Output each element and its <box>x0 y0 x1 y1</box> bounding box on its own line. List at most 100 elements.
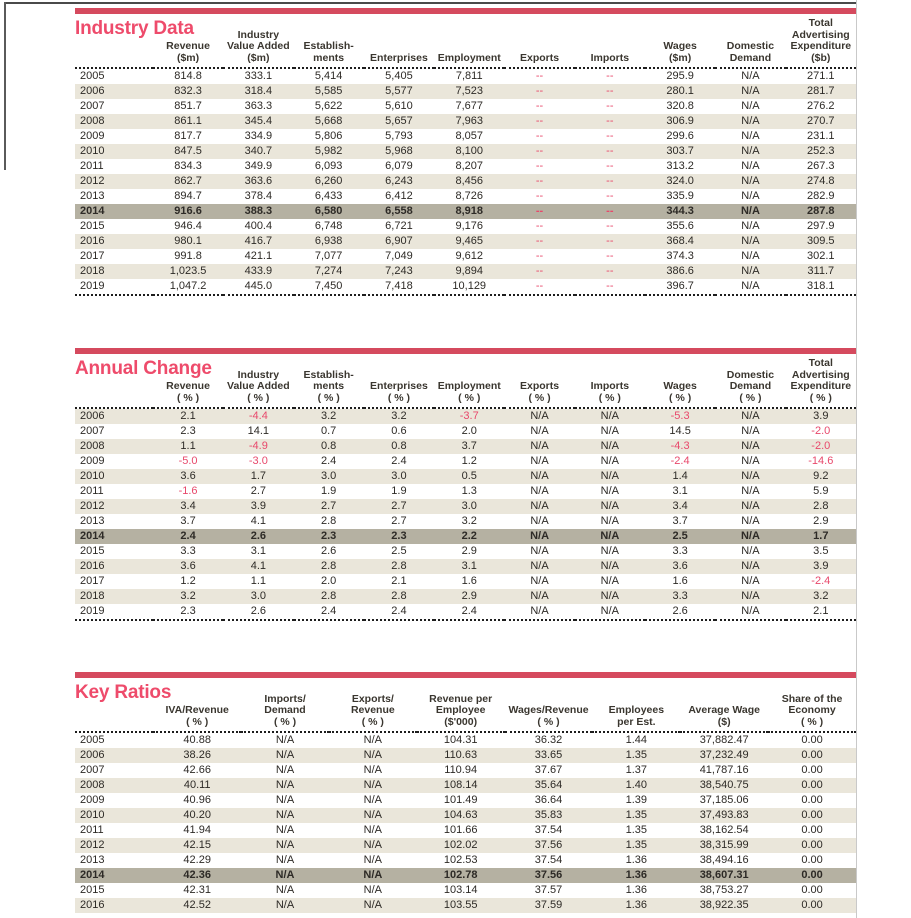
table-row: 2010 3.6 1.7 3.0 3.0 0.5 N/A N/A 1.4 N/A 9.2 <box>75 469 856 484</box>
data-cell: 1,023.5 <box>152 264 224 279</box>
data-cell: -5.3 <box>644 408 716 424</box>
data-cell: 38,494.16 <box>699 854 749 866</box>
year-cell: 2006 <box>75 408 153 424</box>
table-row: 2017 991.8 421.1 7,077 7,049 9,612 -- -- 374.3 N/… <box>75 249 856 264</box>
column-label: Average Wage <box>688 704 760 716</box>
data-cell: 1.9 <box>391 485 407 497</box>
data-cell: N/A <box>241 868 329 883</box>
data-cell: -- <box>606 280 614 292</box>
data-cell: 340.7 <box>223 144 294 159</box>
data-cell: 1.37 <box>625 764 648 776</box>
column-label: Wages <box>663 40 697 52</box>
data-cell: 274.8 <box>785 174 856 189</box>
table-row: 2007 2.3 14.1 0.7 0.6 2.0 N/A N/A 14.5 N/A -2.0 <box>75 424 856 439</box>
data-cell: N/A <box>715 264 786 279</box>
year-cell: 2017 <box>80 575 105 587</box>
data-cell: 851.7 <box>174 100 202 112</box>
year-cell: 2011 <box>80 824 104 836</box>
data-cell: 2.8 <box>293 589 364 604</box>
data-cell: 1.36 <box>625 854 648 866</box>
data-cell: 355.6 <box>666 220 694 232</box>
data-cell: 2.4 <box>391 455 407 467</box>
data-cell: 309.5 <box>785 234 856 249</box>
year-cell: 2016 <box>75 898 154 913</box>
column-label: Employment <box>437 380 501 392</box>
column-unit: ( % ) <box>247 391 270 404</box>
data-cell: 103.14 <box>443 884 478 896</box>
data-cell: -- <box>606 100 614 112</box>
data-cell: 0.00 <box>801 734 823 746</box>
data-cell: N/A <box>715 204 786 219</box>
data-cell: -- <box>504 234 575 249</box>
column-label: Imports/ Demand <box>264 692 306 716</box>
data-cell: N/A <box>741 70 760 82</box>
table-row: 2010 847.5 340.7 5,982 5,968 8,100 -- -- 303.7 N/… <box>75 144 856 159</box>
data-cell: -- <box>535 70 544 82</box>
data-cell: 1.3 <box>461 485 477 497</box>
data-cell: N/A <box>741 545 760 557</box>
data-cell: 1.7 <box>785 529 856 544</box>
data-cell: 2.1 <box>152 408 224 424</box>
data-cell: 281.7 <box>785 84 856 99</box>
data-cell: N/A <box>715 499 786 514</box>
data-cell: 5,622 <box>314 100 343 112</box>
column-header-employment: Employment <box>434 14 505 69</box>
data-cell: 38,922.35 <box>680 898 769 913</box>
data-cell: 1.36 <box>625 884 648 896</box>
column-label: Imports <box>590 380 630 392</box>
data-cell: 861.1 <box>152 114 224 129</box>
column-label: Revenue per Employee <box>429 692 493 716</box>
data-cell: 0.00 <box>768 778 856 793</box>
data-cell: 280.1 <box>644 84 716 99</box>
data-cell: 3.1 <box>672 485 688 497</box>
data-cell: 7,418 <box>385 280 413 292</box>
data-cell: 2.9 <box>461 545 477 557</box>
data-cell: 3.1 <box>434 559 505 574</box>
data-cell: 1.35 <box>592 838 681 853</box>
section-accent-bar <box>75 672 856 678</box>
data-cell: 302.1 <box>807 250 835 262</box>
data-cell: 946.4 <box>174 220 202 232</box>
column-label: Establish- ments <box>303 40 354 64</box>
data-cell: 2.4 <box>391 605 407 617</box>
data-cell: 324.0 <box>644 174 716 189</box>
column-header-total-advertising-expenditure: Total Advertising Expenditure( % ) <box>785 354 856 409</box>
table-row: 2006 38.26 N/A N/A 110.63 33.65 1.35 37,232.49 0… <box>75 748 856 763</box>
data-cell: N/A <box>363 764 383 776</box>
data-cell: 1.44 <box>625 734 648 746</box>
table-row: 2012 3.4 3.9 2.7 2.7 3.0 N/A N/A 3.4 N/A 2.8 <box>75 499 856 514</box>
data-cell: -14.6 <box>808 455 834 467</box>
data-cell: -- <box>504 144 575 159</box>
data-cell: 421.1 <box>244 250 273 262</box>
data-cell: -- <box>606 130 614 142</box>
data-cell: 862.7 <box>152 174 224 189</box>
data-cell: N/A <box>241 898 329 913</box>
data-cell: N/A <box>715 439 786 454</box>
data-cell: N/A <box>715 174 786 189</box>
data-cell: N/A <box>574 589 645 604</box>
year-cell: 2017 <box>80 250 105 262</box>
column-unit: ( % ) <box>809 391 832 404</box>
data-cell: N/A <box>504 499 575 514</box>
data-cell: N/A <box>741 280 760 292</box>
column-label: Exports <box>519 380 560 392</box>
column-label: Industry Value Added <box>227 28 290 52</box>
year-cell: 2015 <box>80 545 105 557</box>
data-cell: N/A <box>741 605 760 617</box>
year-cell: 2018 <box>75 589 153 604</box>
table-row: 2005 814.8 333.1 5,414 5,405 7,811 -- -- 295.9 N/… <box>75 68 856 84</box>
data-cell: 3.3 <box>644 589 716 604</box>
table-header: Revenue ($m) Industry Value Added ($m) Estab… <box>75 14 856 69</box>
data-cell: 0.00 <box>768 838 856 853</box>
data-cell: 37.54 <box>534 824 563 836</box>
data-cell: 2.7 <box>391 515 407 527</box>
column-unit: ($m) <box>669 51 692 64</box>
data-cell: 5,657 <box>363 114 435 129</box>
table-row: 2014 2.4 2.6 2.3 2.3 2.2 N/A N/A 2.5 N/A 1.7 <box>75 529 856 544</box>
data-cell: 0.7 <box>321 425 337 437</box>
data-cell: N/A <box>363 854 383 866</box>
column-label: Domestic Demand <box>726 368 775 392</box>
data-cell: -- <box>606 70 614 82</box>
data-cell: 5.9 <box>813 485 829 497</box>
data-cell: 0.00 <box>801 884 823 896</box>
